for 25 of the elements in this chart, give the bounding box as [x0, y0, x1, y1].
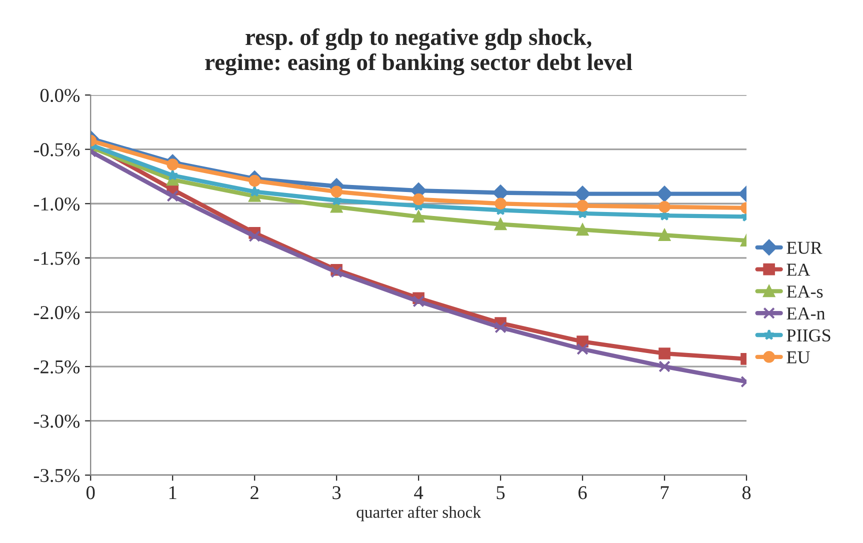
- x-tick-label: 4: [414, 486, 424, 500]
- legend-label: EA: [786, 264, 810, 276]
- x-tick-label: 6: [578, 486, 587, 500]
- legend-label: EUR: [786, 242, 822, 254]
- x-tick-label: 3: [332, 486, 341, 500]
- legend-label: PIIGS: [786, 329, 830, 342]
- y-tick-label: -2.0%: [34, 306, 80, 320]
- x-tick-label: 7: [660, 486, 669, 500]
- x-tick-label: 5: [496, 486, 505, 500]
- y-tick-label: -1.0%: [34, 197, 80, 211]
- x-axis-title: quarter after shock: [356, 506, 482, 522]
- x-tick-label: 2: [250, 486, 258, 500]
- y-tick-label: -2.5%: [34, 360, 80, 374]
- y-tick-label: -1.5%: [34, 252, 80, 265]
- y-tick-label: 0.0%: [40, 88, 80, 102]
- legend-label: EA-s: [786, 286, 823, 298]
- y-tick-label: -3.5%: [34, 468, 80, 482]
- x-tick-label: 0: [86, 486, 95, 500]
- x-tick-label: 1: [169, 486, 176, 500]
- legend-label: EU: [786, 351, 810, 364]
- y-tick-label: -0.5%: [34, 143, 80, 156]
- legend-label: EA-n: [786, 308, 826, 320]
- y-tick-label: -3.0%: [34, 414, 80, 428]
- x-tick-label: 8: [742, 486, 751, 500]
- chart-title: resp. of gdp to negative gdp shock, regime: easing of banking sector debt level: [205, 28, 632, 76]
